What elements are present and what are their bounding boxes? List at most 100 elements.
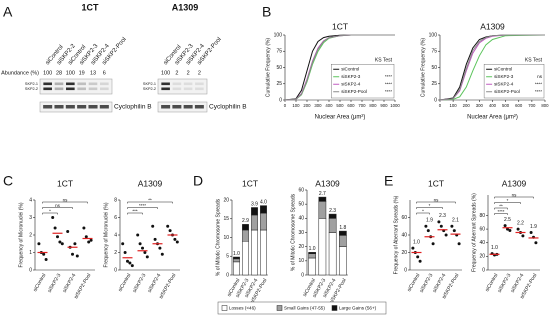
skp2-band xyxy=(195,87,204,91)
skp2-band xyxy=(100,87,109,91)
x-axis-label: Nuclear Area (μm²) xyxy=(467,115,518,121)
data-point xyxy=(503,224,507,228)
y-tick-label: 2 xyxy=(29,232,32,238)
x-tick-label: 500 xyxy=(336,103,344,108)
cyclophilin-band xyxy=(172,105,182,109)
data-point xyxy=(51,216,55,219)
y-tick-label: 2 xyxy=(114,250,117,256)
bar-segment xyxy=(233,258,240,263)
y-tick-label: 75 xyxy=(431,49,437,55)
data-point xyxy=(521,234,525,238)
y-tick-label: 60 xyxy=(298,187,304,193)
fold-change-label: 1.0 xyxy=(233,251,240,257)
significance-label: * xyxy=(507,198,509,203)
significance-bracket xyxy=(494,196,534,199)
x-axis-label: Nuclear Area (μm²) xyxy=(315,115,366,121)
legend-label: Large Gains (56+) xyxy=(339,305,377,310)
fold-change-label: 2.9 xyxy=(242,218,249,224)
bar-segment xyxy=(242,241,249,276)
cell-line-title: 1CT xyxy=(81,2,99,12)
significance-bracket xyxy=(127,207,158,209)
legend-label: siControl xyxy=(341,66,359,71)
x-tick-label: 400 xyxy=(489,103,497,108)
data-point xyxy=(126,259,129,263)
abundance-label: Abundance (%) xyxy=(1,70,39,76)
y-tick-label: 25 xyxy=(431,81,437,87)
chart-title: 1CT xyxy=(428,178,444,188)
y-tick-label: 0 xyxy=(404,267,407,273)
blot-membrane xyxy=(157,78,208,95)
data-point xyxy=(457,242,461,246)
ks-result: **** xyxy=(385,89,392,94)
panel-letter: A xyxy=(3,4,13,20)
data-point xyxy=(416,255,420,259)
data-point xyxy=(166,224,170,228)
significance-label: * xyxy=(49,208,51,213)
y-tick-label: 75 xyxy=(276,49,282,55)
band-label: SKP2-1 xyxy=(143,82,156,86)
ks-result: **** xyxy=(535,81,542,86)
y-tick-label: 0 xyxy=(434,97,437,103)
skp2-band xyxy=(54,82,64,86)
y-tick-label: 3 xyxy=(29,215,32,221)
chart-title: A1309 xyxy=(315,178,340,188)
legend-box xyxy=(217,301,387,315)
loading-control-label: Cyclophilin B xyxy=(114,104,152,111)
band-label: SKP2-2 xyxy=(25,87,38,91)
significance-bracket xyxy=(416,207,443,209)
skp2-band xyxy=(77,82,86,86)
bar-segment xyxy=(233,256,240,260)
significance-label: ns xyxy=(434,197,440,202)
cyclophilin-band xyxy=(88,105,98,109)
x-tick-label: siSKP2-4 xyxy=(62,272,78,293)
band-label: SKP2-1 xyxy=(25,82,38,86)
significance-bracket xyxy=(42,201,88,204)
significance-bracket xyxy=(127,201,173,204)
bar-segment xyxy=(242,224,249,231)
data-point xyxy=(424,224,428,228)
panel-letter: C xyxy=(3,173,13,189)
abundance-value: 2 xyxy=(198,70,201,76)
data-point xyxy=(534,241,538,245)
abundance-value: 6 xyxy=(103,70,106,76)
abundance-value: 2 xyxy=(187,70,190,76)
y-tick-label: 0 xyxy=(29,267,32,273)
bar-segment xyxy=(339,230,347,236)
x-tick-label: 0 xyxy=(439,103,442,108)
fold-change-label: 1.0 xyxy=(413,239,420,245)
legend-swatch xyxy=(276,305,283,311)
y-axis-label: Frequency of Micronuclei (%) xyxy=(18,202,24,267)
abundance-value: 19 xyxy=(79,70,85,76)
abundance-value: 28 xyxy=(56,70,62,76)
cyclophilin-band xyxy=(43,105,53,109)
x-tick-label: 700 xyxy=(528,103,536,108)
chart-title: A1309 xyxy=(480,21,505,31)
chart-title: 1CT xyxy=(332,21,348,31)
y-tick-label: 10 xyxy=(223,235,229,241)
cyclophilin-band xyxy=(99,105,109,109)
fold-change-label: 1.0 xyxy=(309,246,316,252)
skp2-band xyxy=(183,87,193,91)
y-tick-label: 0 xyxy=(226,272,229,278)
skp2-band xyxy=(183,82,193,86)
y-tick-label: 20 xyxy=(298,244,304,250)
y-tick-label: 80 xyxy=(479,213,485,219)
data-point xyxy=(123,251,127,254)
cyclophilin-band xyxy=(54,105,64,109)
legend-label: siControl xyxy=(494,66,512,71)
y-axis-label: Frequency of Aberrant Spreads (%) xyxy=(393,195,399,274)
skp2-band xyxy=(100,82,109,86)
x-tick-label: 300 xyxy=(476,103,484,108)
legend-label: Small Gains (47-55) xyxy=(284,305,325,310)
blot-membrane xyxy=(39,78,113,95)
significance-label: * xyxy=(429,203,431,208)
x-tick-label: 0 xyxy=(284,103,287,108)
legend-label: siSKP2-3 xyxy=(341,74,361,79)
skp2-band xyxy=(66,87,75,91)
data-point xyxy=(506,227,509,231)
data-point xyxy=(418,259,422,263)
x-tick-label: 100 xyxy=(450,103,458,108)
y-tick-label: 4 xyxy=(29,197,32,203)
y-tick-label: 25 xyxy=(276,81,282,87)
data-point xyxy=(153,237,157,241)
